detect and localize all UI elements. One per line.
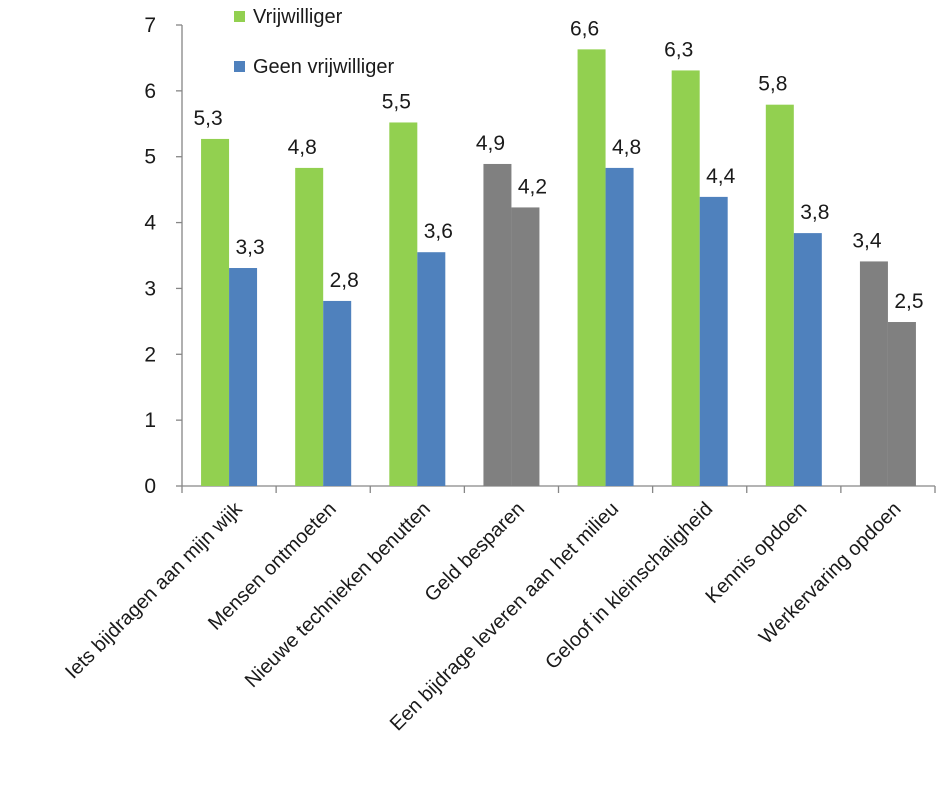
data-label: 4,2	[518, 175, 547, 198]
bar	[483, 164, 511, 486]
bar	[672, 70, 700, 486]
data-label: 3,4	[852, 229, 882, 252]
data-label: 2,8	[330, 269, 359, 292]
category-label: Iets bijdragen aan mijn wijk	[61, 497, 247, 683]
data-label: 4,9	[476, 132, 505, 155]
category-label: Nieuwe technieken benutten	[241, 498, 435, 692]
bar	[295, 168, 323, 486]
legend-label: Vrijwilliger	[253, 6, 343, 28]
y-tick-label: 1	[144, 409, 156, 432]
data-label: 5,8	[758, 73, 787, 96]
bar	[511, 207, 539, 486]
category-label: Geloof in kleinschaligheid	[541, 498, 717, 674]
data-label: 4,8	[612, 136, 641, 159]
bar	[578, 49, 606, 486]
bar	[794, 233, 822, 486]
bar	[860, 261, 888, 486]
bar	[323, 301, 351, 486]
y-tick-label: 7	[144, 14, 156, 37]
bars-layer	[201, 49, 916, 486]
y-tick-label: 2	[144, 343, 156, 366]
data-label: 6,6	[570, 17, 599, 40]
y-tick-label: 3	[144, 277, 156, 300]
bar	[417, 252, 445, 486]
bar	[888, 322, 916, 486]
bar	[201, 139, 229, 486]
y-tick-label: 6	[144, 80, 156, 103]
data-label: 3,8	[800, 201, 829, 224]
legend-label: Geen vrijwilliger	[253, 56, 394, 78]
data-label: 5,3	[193, 107, 222, 130]
category-label: Kennis opdoen	[701, 498, 811, 608]
data-label: 6,3	[664, 38, 693, 61]
data-label: 5,5	[382, 90, 411, 113]
y-tick-label: 0	[144, 475, 156, 498]
data-label: 3,6	[424, 220, 453, 243]
bar	[766, 105, 794, 486]
y-tick-label: 5	[144, 146, 156, 169]
category-label: Geld besparen	[421, 498, 529, 606]
y-tick-label: 4	[144, 212, 156, 235]
bar	[606, 168, 634, 486]
data-label: 4,8	[288, 136, 317, 159]
bar	[229, 268, 257, 486]
legend-swatch	[234, 61, 245, 72]
legend: Vrijwilliger Geen vrijwilliger	[234, 6, 394, 78]
data-label: 3,3	[235, 236, 264, 259]
data-label: 4,4	[706, 165, 736, 188]
data-label: 2,5	[894, 290, 923, 313]
bar	[700, 197, 728, 486]
bar	[389, 122, 417, 486]
legend-swatch	[234, 11, 245, 22]
